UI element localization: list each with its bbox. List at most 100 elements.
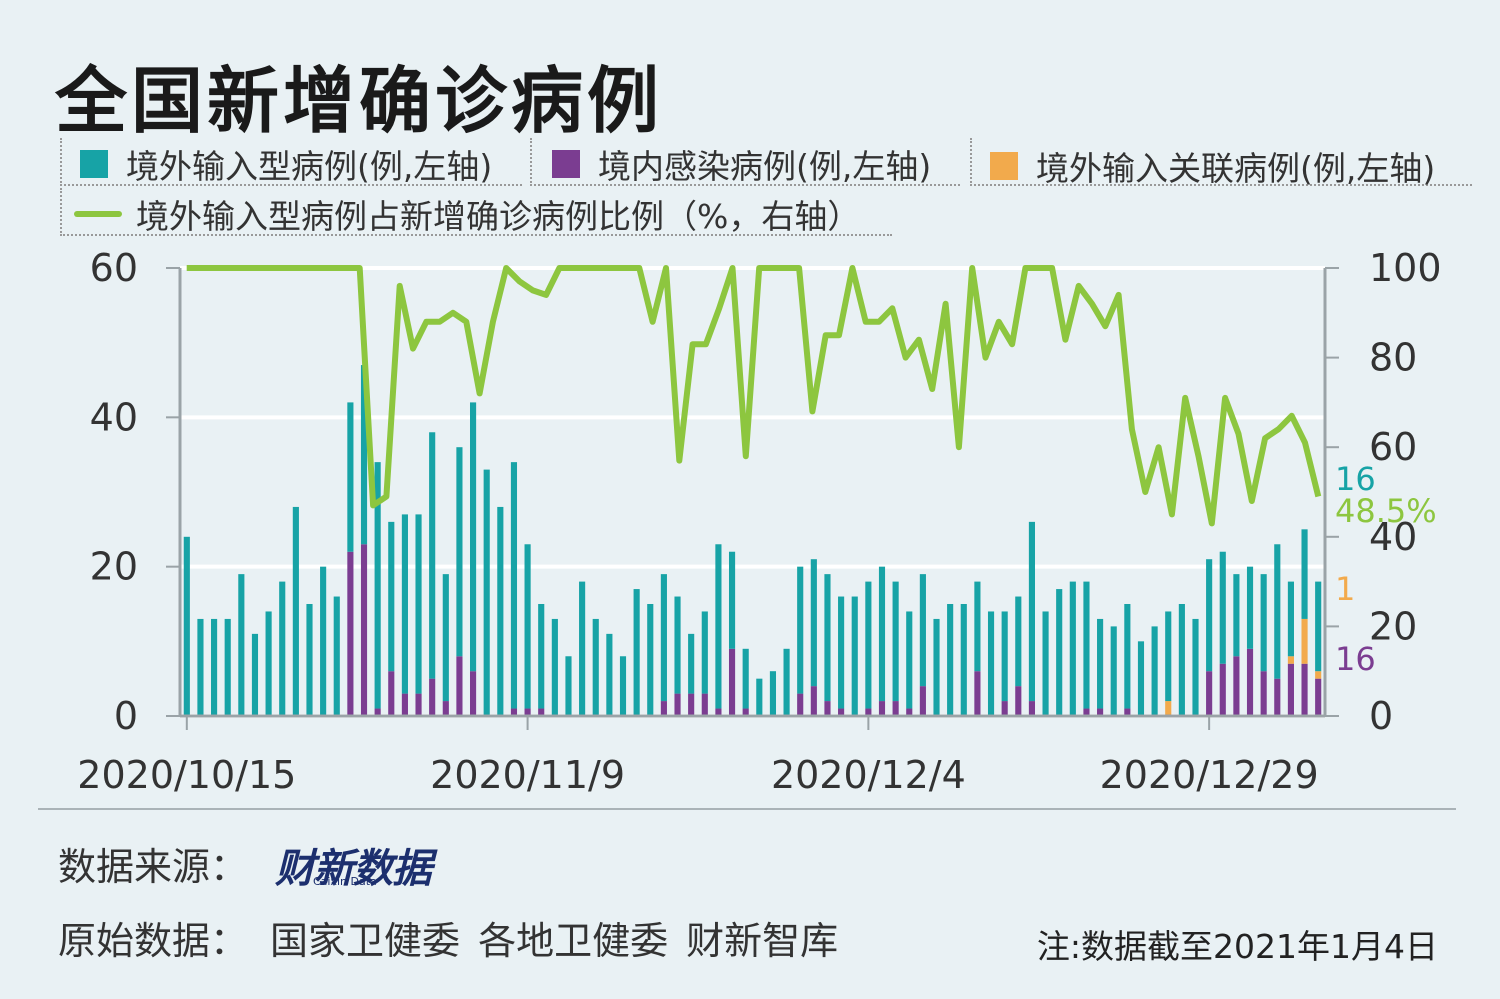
bar-imported bbox=[388, 521, 395, 672]
bar-local bbox=[415, 693, 422, 716]
bar-imported bbox=[238, 574, 245, 716]
bar-imported bbox=[1015, 596, 1022, 687]
bar-imported bbox=[1206, 559, 1213, 672]
bar-local bbox=[1315, 678, 1322, 716]
ratio-series-line bbox=[186, 265, 1322, 527]
bar-imported bbox=[265, 611, 272, 716]
bar-imported bbox=[1192, 618, 1199, 716]
bar-imported bbox=[1056, 589, 1063, 716]
bar-imported bbox=[360, 365, 368, 545]
bar-imported bbox=[1165, 611, 1172, 702]
bar-imported bbox=[906, 611, 913, 709]
x-tick-label: 2020/12/29 bbox=[1100, 753, 1319, 797]
bar-local bbox=[388, 671, 395, 716]
bar-imported bbox=[947, 604, 954, 716]
bar-imported bbox=[579, 581, 586, 716]
bar-imported bbox=[1124, 604, 1131, 709]
bar-imported bbox=[592, 618, 599, 716]
bar-imported bbox=[838, 596, 845, 709]
bar-imported bbox=[1001, 611, 1008, 702]
bar-local bbox=[1233, 656, 1240, 716]
bar-imported bbox=[279, 581, 286, 716]
axes bbox=[166, 267, 1339, 730]
bar-imported bbox=[974, 581, 981, 672]
legend-label-related: 境外输入关联病例(例,左轴) bbox=[1036, 149, 1436, 188]
bar-imported bbox=[1260, 574, 1267, 672]
bar-imported bbox=[647, 604, 654, 716]
right-tick-label: 100 bbox=[1369, 246, 1442, 290]
bar-local bbox=[1206, 671, 1213, 716]
bar-local bbox=[1124, 708, 1131, 716]
axis-labels: 0 20 40 60 0 20 40 60 80 100 2020/10/15 2020/11/9 20… bbox=[77, 246, 1441, 797]
chart-title: 全国新增确诊病例 bbox=[55, 59, 664, 143]
bar-imported bbox=[810, 559, 817, 687]
bar-imported bbox=[1110, 626, 1117, 716]
bar-local bbox=[892, 701, 899, 716]
bar-imported bbox=[865, 581, 872, 709]
bar-local bbox=[660, 701, 667, 716]
bar-imported bbox=[1315, 581, 1322, 672]
bar-imported bbox=[1097, 618, 1104, 709]
bar-imported bbox=[197, 618, 204, 716]
chart: 0 20 40 60 0 20 40 60 80 100 2020/10/15 2020/11/9 20… bbox=[77, 246, 1441, 797]
bar-local bbox=[728, 648, 736, 716]
bar-imported bbox=[497, 506, 504, 716]
bar-local bbox=[1246, 648, 1254, 716]
legend-swatch-related bbox=[990, 152, 1018, 180]
bar-imported bbox=[728, 551, 736, 649]
bar-imported bbox=[674, 596, 681, 694]
bar-imported bbox=[1233, 574, 1240, 657]
bar-imported bbox=[1137, 641, 1145, 716]
bar-local bbox=[510, 708, 518, 716]
bar-local bbox=[374, 708, 381, 716]
bar-local bbox=[429, 678, 436, 716]
bar-imported bbox=[878, 566, 886, 702]
bar-imported bbox=[1069, 581, 1076, 716]
source-label: 数据来源： bbox=[58, 845, 249, 889]
legend-swatch-imported bbox=[80, 150, 108, 178]
end-label-local: 16 bbox=[1335, 640, 1376, 678]
legend-label-ratio: 境外输入型病例占新增确诊病例比例（%，右轴） bbox=[136, 197, 861, 236]
legend-item-imported: 境外输入型病例(例,左轴) bbox=[80, 140, 492, 188]
bar-imported bbox=[1042, 611, 1049, 716]
bar-imported bbox=[933, 618, 940, 716]
legend-frame bbox=[530, 138, 960, 186]
bar-imported bbox=[1287, 581, 1294, 657]
bar-imported bbox=[660, 574, 667, 702]
legend-swatch-local bbox=[552, 150, 580, 178]
bar-imported bbox=[483, 469, 490, 716]
x-tick-label: 2020/10/15 bbox=[77, 753, 296, 797]
end-label-imported: 16 bbox=[1335, 460, 1376, 498]
legend-label-imported: 境外输入型病例(例,左轴) bbox=[126, 147, 493, 186]
bar-imported bbox=[251, 633, 259, 716]
bar-imported bbox=[374, 462, 381, 709]
bar-imported bbox=[756, 678, 763, 716]
bar-imported bbox=[1219, 551, 1226, 664]
bar-related bbox=[1165, 701, 1172, 716]
bar-imported bbox=[429, 432, 436, 679]
right-tick-label: 60 bbox=[1369, 425, 1417, 469]
bar-imported bbox=[783, 648, 790, 716]
bar-imported bbox=[510, 462, 518, 709]
bar-imported bbox=[715, 544, 722, 709]
left-tick-label: 40 bbox=[90, 395, 138, 439]
bar-local bbox=[401, 693, 408, 716]
bar-local bbox=[742, 708, 749, 716]
bar-imported bbox=[1246, 566, 1254, 649]
bar-imported bbox=[688, 633, 695, 694]
bar-imported bbox=[442, 574, 449, 702]
right-tick-label: 0 bbox=[1369, 694, 1393, 738]
bar-local bbox=[906, 708, 913, 716]
bar-related bbox=[1315, 671, 1322, 679]
bar-local bbox=[1260, 671, 1267, 716]
bar-imported bbox=[551, 618, 558, 716]
right-tick-label: 40 bbox=[1369, 515, 1417, 559]
bar-imported bbox=[565, 656, 572, 716]
bar-imported bbox=[797, 566, 804, 694]
bar-imported bbox=[415, 514, 422, 694]
bar-imported bbox=[1178, 604, 1185, 716]
bar-imported bbox=[538, 604, 545, 709]
bar-imported bbox=[769, 671, 777, 716]
bar-related bbox=[1287, 656, 1294, 664]
